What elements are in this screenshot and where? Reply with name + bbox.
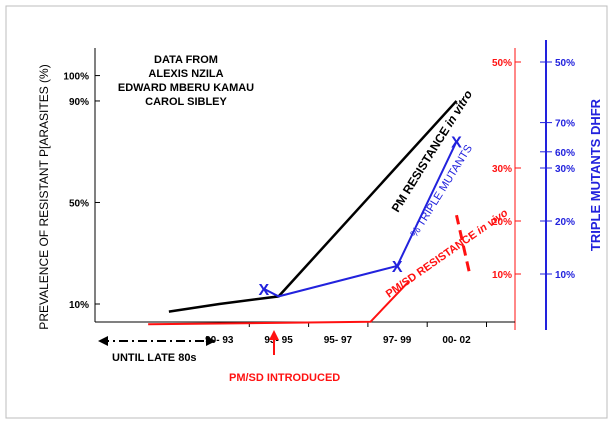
pmsd-resistance-dashed-extension bbox=[455, 214, 471, 272]
annotation-block: DATA FROM ALEXIS NZILA EDWARD MBERU KAMA… bbox=[118, 54, 254, 108]
blue-axis-tick-label: 10% bbox=[555, 270, 575, 281]
red-axis-tick-label: 20% bbox=[492, 217, 512, 228]
x-axis-category-label: 97- 99 bbox=[383, 335, 412, 346]
pm-resistance-line bbox=[168, 100, 458, 313]
until-late-80s-arrow: UNTIL LATE 80s bbox=[98, 336, 216, 364]
red-axis-tick-label: 50% bbox=[492, 58, 512, 69]
x-axis-category-label: 93- 95 bbox=[264, 335, 293, 346]
left-axis-tick-label: 90% bbox=[69, 97, 89, 108]
pmsd-resistance-line bbox=[148, 280, 410, 326]
y-axis-right-label: TRIPLE MUTANTS DHFR bbox=[588, 98, 603, 251]
red-axis-tick-label: 30% bbox=[492, 164, 512, 175]
blue-axis-tick-label: 50% bbox=[555, 58, 575, 69]
triple-mutants-marker: X bbox=[451, 135, 462, 152]
annotation-line-3: EDWARD MBERU KAMAU bbox=[118, 82, 254, 94]
blue-axis-tick-label: 20% bbox=[555, 217, 575, 228]
left-axis: 100% 90% 50% 10% bbox=[63, 48, 100, 322]
introduced-arrowhead bbox=[269, 330, 279, 340]
x-axis-category-label: 95- 97 bbox=[324, 335, 353, 346]
left-axis-tick-label: 100% bbox=[63, 72, 89, 83]
timeline-arrowhead-left bbox=[98, 336, 108, 346]
red-axis: 50% 30% 20% 10% bbox=[492, 48, 521, 330]
x-axis-category-label: 00- 02 bbox=[442, 335, 471, 346]
left-axis-tick-label: 10% bbox=[69, 300, 89, 311]
blue-axis: 70% 60% 50% 30% 20% 10% bbox=[540, 40, 575, 330]
annotation-line-4: CAROL SIBLEY bbox=[145, 96, 227, 108]
blue-axis-tick-label: 70% bbox=[555, 119, 575, 130]
blue-axis-tick-label: 60% bbox=[555, 148, 575, 159]
chart-border bbox=[5, 5, 608, 419]
introduced-label: PM/SD INTRODUCED bbox=[229, 372, 340, 384]
blue-axis-tick-label: 30% bbox=[555, 164, 575, 175]
triple-mutants-line bbox=[263, 141, 458, 298]
y-axis-left-label: PREVALENCE OF RESISTANT P[ARASITES (%) bbox=[37, 64, 51, 329]
annotation-line-1: DATA FROM bbox=[154, 54, 218, 66]
red-axis-tick-label: 10% bbox=[492, 270, 512, 281]
timeline-label: UNTIL LATE 80s bbox=[112, 352, 197, 364]
series-layer: X X X bbox=[148, 100, 471, 326]
triple-mutants-marker: X bbox=[392, 259, 403, 276]
introduced-marker: PM/SD INTRODUCED bbox=[229, 330, 340, 384]
annotation-line-2: ALEXIS NZILA bbox=[148, 68, 223, 80]
triple-mutants-marker: X bbox=[258, 282, 269, 299]
timeline-arrowhead-right bbox=[206, 336, 216, 346]
x-axis-category-label: 90- 93 bbox=[205, 335, 234, 346]
left-axis-tick-label: 50% bbox=[69, 198, 89, 209]
